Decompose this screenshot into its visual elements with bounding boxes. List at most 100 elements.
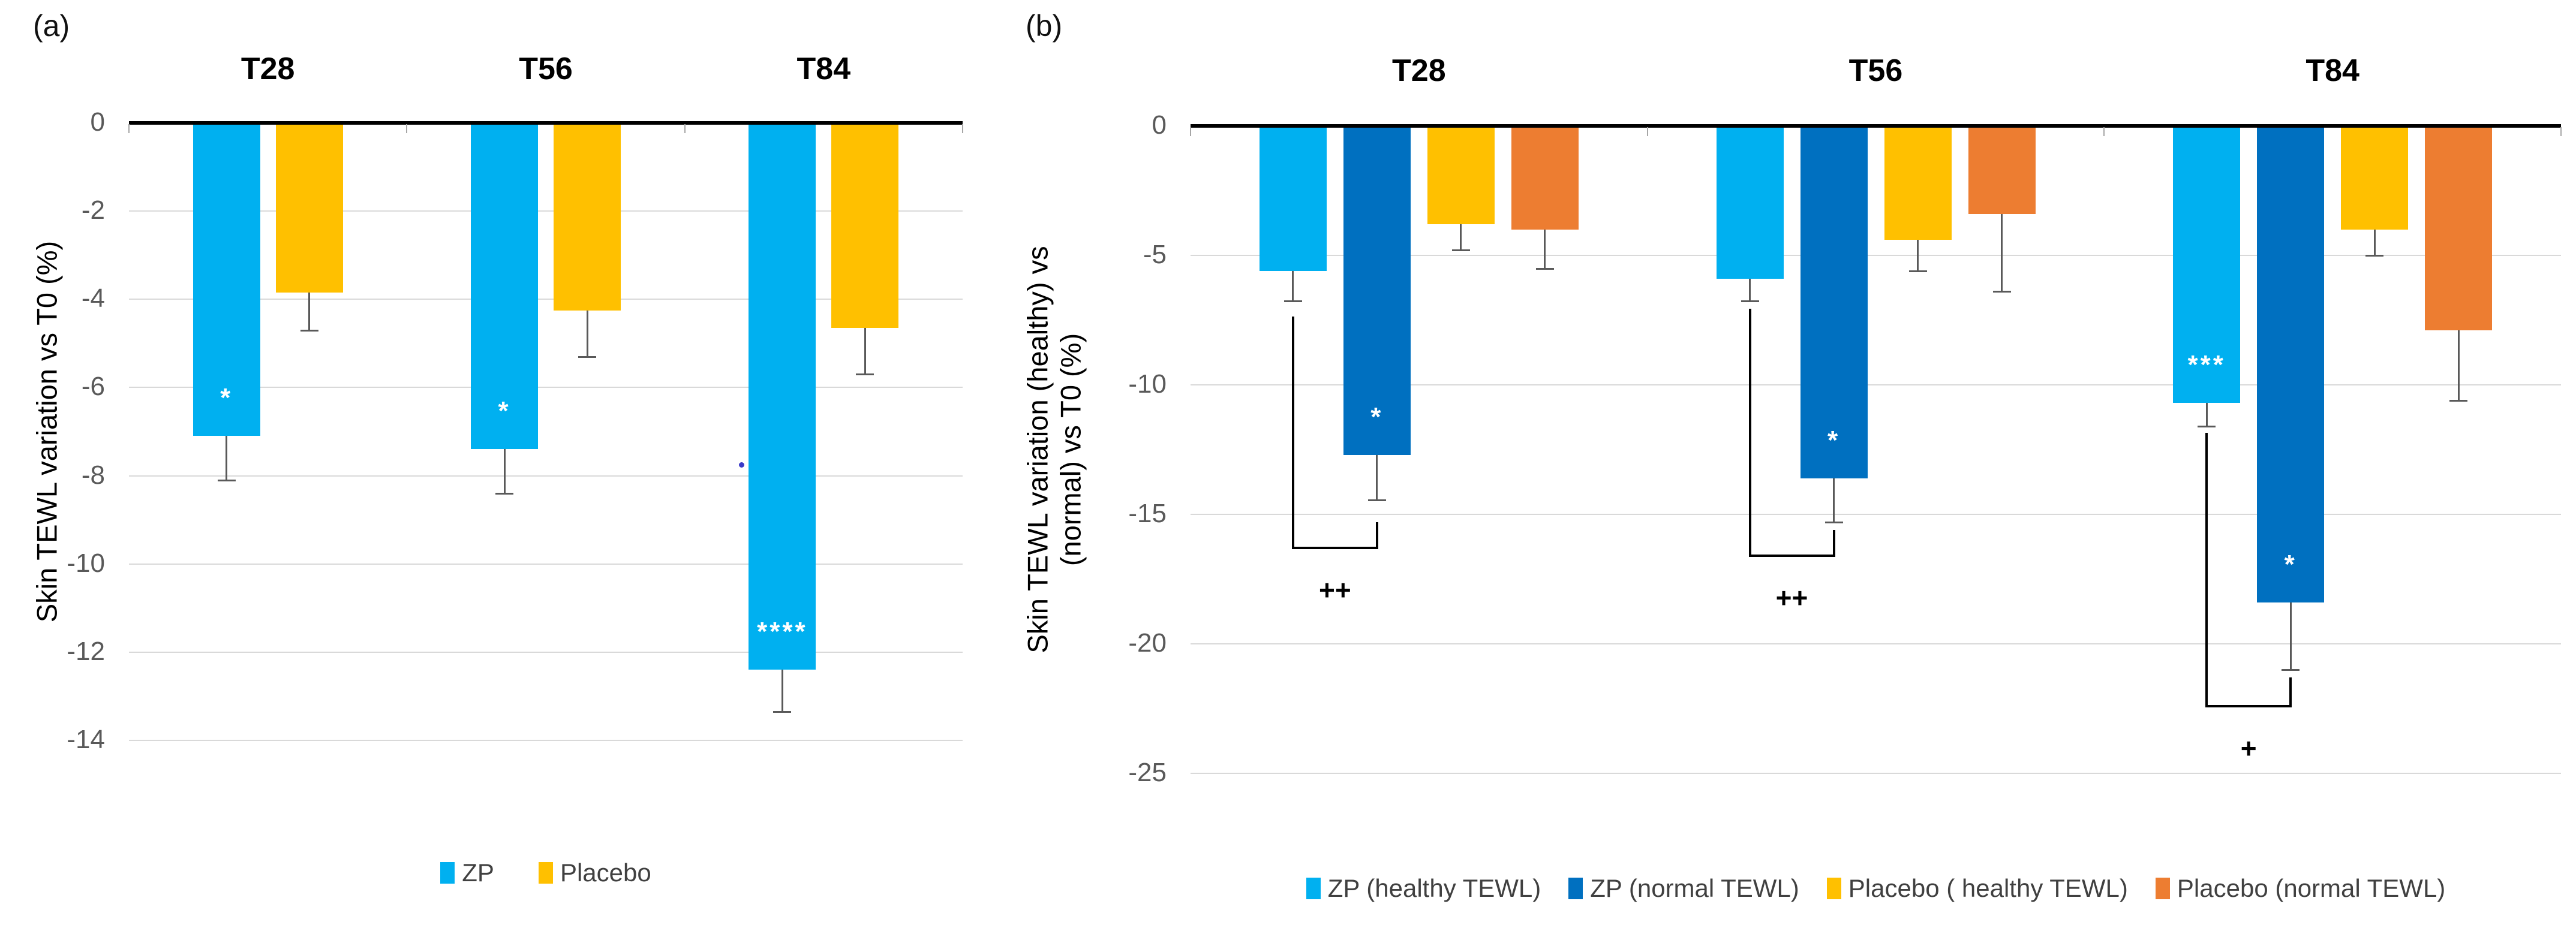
zero-axis-line (129, 121, 963, 125)
y-axis-title-b-line2: (normal) vs T0 (%) (1055, 333, 1087, 567)
plot-area-a: * * **** (128, 121, 963, 741)
bar (1884, 126, 1952, 240)
gridline (129, 563, 963, 565)
panel-a: (a) Skin TEWL variation vs T0 (%) * * ****… (0, 0, 990, 931)
legend-item: Placebo ( healthy TEWL) (1826, 874, 2128, 903)
category-axis-tick (684, 124, 686, 133)
y-tick-label: -8 (81, 460, 105, 490)
legend-swatch (2155, 878, 2170, 899)
error-bar-line (2001, 213, 2003, 292)
y-tick-label: -6 (81, 372, 105, 402)
error-bar-line (864, 328, 866, 375)
bar (1427, 126, 1495, 225)
group-title: T28 (1392, 53, 1446, 88)
y-tick-label: 0 (90, 107, 105, 137)
group-title: T56 (519, 52, 573, 86)
error-bar-cap (1741, 300, 1759, 302)
bar (275, 123, 343, 293)
legend-label: Placebo (normal TEWL) (2177, 874, 2446, 902)
error-bar-cap (856, 373, 874, 376)
bar (1511, 126, 1579, 230)
sig-marker: *** (2187, 350, 2226, 380)
error-bar-cap (2282, 669, 2300, 671)
category-axis-tick (1646, 127, 1648, 136)
zero-axis-line (1191, 124, 2561, 128)
bar (831, 123, 899, 329)
error-bar-cap (2198, 426, 2216, 428)
error-bar-line (2457, 330, 2460, 400)
legend-item: ZP (440, 858, 494, 887)
bar (1968, 126, 2036, 214)
group-title: T84 (796, 52, 851, 86)
y-tick-label: -14 (67, 725, 105, 754)
group-title: T84 (2306, 53, 2359, 88)
stray-dot (739, 462, 745, 468)
category-axis-tick (406, 124, 408, 133)
legend-item: ZP (healthy TEWL) (1306, 874, 1541, 903)
gridline (1191, 773, 2561, 774)
bar (554, 123, 621, 311)
bar (471, 123, 538, 450)
error-bar-line (1749, 278, 1751, 301)
legend-swatch (1568, 878, 1583, 899)
sig-marker: **** (757, 617, 808, 647)
bar (193, 123, 260, 436)
bar (2425, 126, 2493, 331)
bracket-label: ++ (1775, 582, 1808, 614)
y-tick-label: -10 (67, 548, 105, 578)
sig-marker: * (2284, 549, 2297, 579)
error-bar-cap (217, 479, 236, 481)
y-tick-label: -4 (81, 284, 105, 314)
bar (1259, 126, 1327, 271)
error-bar-cap (1367, 499, 1386, 502)
legend-swatch (440, 862, 455, 884)
error-bar-cap (1992, 291, 2011, 293)
legend-a: ZP Placebo (129, 858, 963, 887)
y-tick-label: -15 (1128, 499, 1167, 528)
y-tick-label: -5 (1143, 240, 1167, 269)
group-title: T28 (241, 52, 295, 86)
y-tick-label: -10 (1128, 369, 1167, 399)
gridline (129, 387, 963, 388)
legend-label: ZP (462, 858, 494, 887)
bracket-bottom (1748, 555, 1835, 558)
gridline (129, 740, 963, 741)
error-bar-line (1917, 240, 1919, 271)
gridline (129, 210, 963, 212)
group-title: T56 (1848, 53, 1903, 88)
error-bar-line (1460, 224, 1462, 251)
error-bar-line (503, 449, 506, 493)
bar (2257, 126, 2325, 602)
bracket-right-arm (1375, 522, 1378, 550)
error-bar-line (2205, 403, 2208, 427)
legend-label: Placebo (560, 858, 651, 887)
error-bar-line (586, 310, 588, 357)
error-bar-cap (2365, 255, 2384, 257)
error-bar-line (1376, 454, 1378, 501)
error-bar-line (2289, 602, 2292, 670)
y-axis-title-b-line1: Skin TEWL variation (healthy) vs (1021, 246, 1054, 653)
bar (749, 123, 816, 670)
bracket-left-arm (1748, 308, 1751, 558)
bracket-bottom (2205, 704, 2292, 707)
legend-item: Placebo (538, 858, 651, 887)
legend-item: Placebo (normal TEWL) (2155, 874, 2446, 903)
legend-label: ZP (healthy TEWL) (1327, 874, 1541, 902)
error-bar-cap (1908, 270, 1927, 272)
gridline (1191, 643, 2561, 644)
gridline (1191, 384, 2561, 385)
legend-swatch (538, 862, 553, 884)
category-axis-tick (2560, 127, 2562, 136)
y-tick-label: 0 (1152, 110, 1167, 140)
category-axis-tick (2103, 127, 2105, 136)
panel-b-label: (b) (1026, 9, 1063, 43)
gridline (1191, 514, 2561, 515)
error-bar-line (226, 436, 228, 480)
error-bar-cap (300, 329, 318, 332)
plot-area-b: * * *** * ++ ++ + (1190, 124, 2562, 774)
bar (1716, 126, 1784, 279)
y-tick-label: -25 (1128, 758, 1167, 787)
gridline (129, 651, 963, 653)
panel-a-label: (a) (33, 9, 70, 43)
